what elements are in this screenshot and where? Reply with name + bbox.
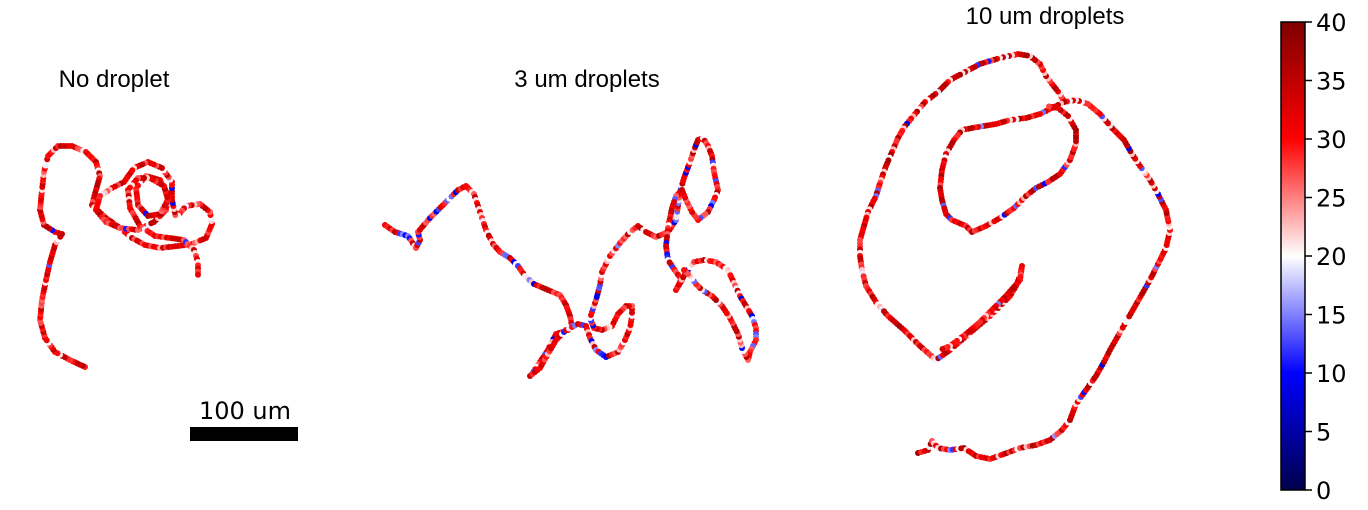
colorbar-tick-label: 25 (1316, 185, 1347, 213)
colorbar-tick-label: 0 (1316, 477, 1331, 505)
trajectory-point (1046, 103, 1052, 110)
trajectory-point (681, 267, 687, 273)
colorbar-tick-label: 5 (1316, 419, 1331, 447)
panel-title-3um: 3 um droplets (514, 66, 659, 93)
colorbar-tick-label: 10 (1316, 360, 1347, 388)
trajectory-10um (857, 51, 1173, 462)
colorbar (1280, 21, 1306, 491)
colorbar-tick-label: 15 (1316, 302, 1347, 330)
trajectory-3um (382, 135, 759, 379)
colorbar-tick-label: 35 (1316, 68, 1347, 96)
scale-bar (190, 427, 298, 441)
colorbar-tick-label: 40 (1316, 9, 1347, 37)
colorbar-tick-label: 30 (1316, 126, 1347, 154)
panel-title-no-droplet: No droplet (59, 66, 170, 93)
trajectory-point (939, 346, 946, 352)
trajectory-point (195, 271, 201, 278)
trajectory-no-droplet (37, 143, 215, 370)
scale-bar-label: 100 um (199, 397, 291, 425)
colorbar-tick-label: 20 (1316, 243, 1347, 271)
colorbar-ticks: 0 5 10 15 20 25 30 35 40 (1305, 9, 1347, 505)
panel-title-10um: 10 um droplets (966, 3, 1125, 30)
